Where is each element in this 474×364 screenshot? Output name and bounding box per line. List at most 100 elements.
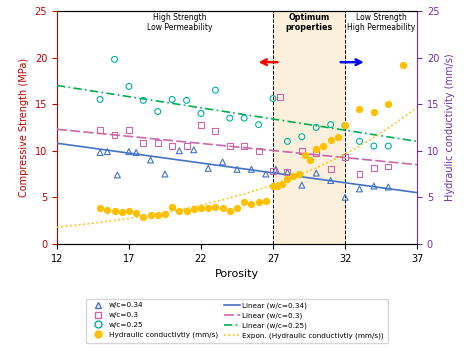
Point (399, 62, 407, 68)
Point (384, 143, 392, 149)
Point (319, 143, 327, 149)
Point (96, 150, 104, 155)
Point (226, 115, 234, 121)
Point (161, 171, 169, 177)
Point (255, 199, 263, 205)
Point (327, 178, 335, 183)
Point (154, 108, 162, 114)
Point (327, 122, 335, 127)
Point (255, 148, 263, 154)
Point (272, 166, 280, 172)
Point (175, 208, 183, 214)
Point (125, 83, 133, 89)
Point (298, 182, 306, 188)
Point (139, 98, 147, 103)
Point (103, 207, 111, 213)
Point (240, 115, 248, 121)
Point (370, 183, 378, 189)
Point (154, 141, 162, 146)
Point (114, 172, 121, 178)
Point (125, 127, 133, 133)
Point (307, 157, 314, 163)
Point (204, 166, 212, 171)
Point (211, 87, 219, 93)
Point (233, 205, 241, 210)
Point (190, 147, 198, 153)
Point (168, 143, 176, 149)
Point (283, 138, 291, 144)
Point (125, 149, 133, 155)
Point (255, 122, 263, 127)
Point (183, 208, 191, 214)
Point (111, 132, 118, 138)
Point (168, 204, 176, 210)
Point (334, 134, 342, 140)
Point (312, 146, 320, 152)
Point (370, 108, 378, 114)
Point (262, 198, 270, 204)
Point (139, 141, 147, 146)
Text: High Strength
Low Permeability: High Strength Low Permeability (146, 13, 212, 32)
Point (273, 183, 281, 189)
Point (341, 122, 349, 127)
Point (370, 166, 378, 171)
Point (290, 173, 297, 179)
Point (240, 199, 248, 205)
Text: Low Strength
High Permeability: Low Strength High Permeability (347, 13, 415, 32)
Point (370, 143, 378, 149)
Point (103, 149, 111, 155)
Point (183, 143, 191, 149)
Point (147, 212, 155, 218)
Point (132, 150, 140, 155)
Point (341, 123, 349, 128)
Point (219, 206, 227, 211)
Point (384, 101, 392, 107)
Point (154, 212, 162, 218)
Point (356, 186, 363, 192)
Point (175, 148, 183, 154)
Point (168, 96, 176, 102)
Point (283, 176, 291, 182)
Point (278, 181, 285, 187)
Point (111, 56, 118, 62)
Point (269, 168, 277, 174)
Point (295, 171, 303, 177)
Point (125, 208, 133, 214)
Point (139, 214, 147, 220)
Point (197, 111, 205, 116)
Point (356, 138, 363, 144)
Point (111, 208, 118, 214)
Point (312, 170, 320, 176)
Point (226, 208, 234, 214)
Point (219, 159, 227, 165)
Point (341, 154, 349, 160)
Point (356, 106, 363, 112)
Bar (273, 11, 345, 244)
Y-axis label: Hydraulic conductivity (mm/s): Hydraulic conductivity (mm/s) (445, 54, 455, 201)
Point (190, 206, 198, 212)
Point (269, 183, 277, 189)
Point (197, 206, 205, 211)
Legend: w/c=0.34, w/c=0.3, w/c=0.25, Hydraulic conductivtiy (mm/s), Linear (w/c=0.34), L: w/c=0.34, w/c=0.3, w/c=0.25, Hydraulic c… (86, 299, 388, 343)
Point (247, 166, 255, 172)
X-axis label: Porosity: Porosity (215, 269, 259, 279)
Point (204, 205, 212, 210)
Point (147, 157, 155, 163)
Point (240, 143, 248, 149)
Point (384, 184, 392, 190)
Point (96, 127, 104, 133)
Point (327, 166, 335, 172)
Point (301, 153, 309, 158)
Point (96, 96, 104, 102)
Point (341, 194, 349, 200)
Point (298, 134, 306, 140)
Point (356, 171, 363, 177)
Text: Optimum
properties: Optimum properties (285, 13, 333, 32)
Point (197, 122, 205, 127)
Point (96, 206, 104, 211)
Point (312, 124, 320, 130)
Point (262, 171, 270, 177)
Point (276, 94, 284, 100)
Point (327, 136, 335, 142)
Point (161, 211, 169, 217)
